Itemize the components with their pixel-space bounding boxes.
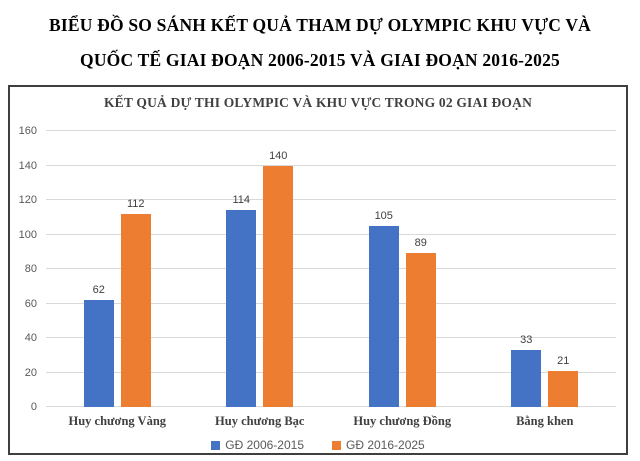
y-tick-label: 120 — [18, 194, 37, 206]
bar-group: 33 21 — [474, 131, 617, 407]
gridline — [46, 406, 616, 407]
legend: GĐ 2006-2015 GĐ 2016-2025 — [10, 437, 626, 453]
bar-series-1: 140 — [263, 150, 294, 407]
legend-swatch — [211, 440, 221, 450]
gridline — [46, 233, 616, 235]
bar-value-label: 114 — [232, 194, 251, 207]
page-title: BIỂU ĐỒ SO SÁNH KẾT QUẢ THAM DỰ OLYMPIC … — [0, 0, 640, 78]
bar-value-label: 105 — [374, 209, 393, 222]
y-tick-label: 160 — [18, 125, 37, 137]
bar-series-1: 21 — [548, 355, 579, 407]
bar-value-label: 62 — [92, 284, 105, 297]
x-category-label: Bằng khen — [516, 414, 574, 428]
page-title-line-1: BIỂU ĐỒ SO SÁNH KẾT QUẢ THAM DỰ OLYMPIC … — [48, 15, 592, 35]
legend-label: GĐ 2016-2025 — [346, 438, 425, 452]
gridline — [46, 337, 616, 338]
y-tick-label: 80 — [24, 263, 37, 275]
gridline — [46, 130, 616, 131]
chart-title: KẾT QUẢ DỰ THI OLYMPIC VÀ KHU VỰC TRONG … — [103, 95, 533, 110]
plot-area: 62 112 114 140 105 89 33 21 — [46, 130, 617, 407]
gridline — [46, 199, 616, 200]
bar-value-label: 33 — [520, 334, 533, 347]
x-category-label: Huy chương Đồng — [353, 414, 452, 428]
x-category-label: Huy chương Vàng — [68, 414, 167, 428]
bar-series-0: 105 — [368, 210, 399, 407]
legend-item: GĐ 2016-2025 — [332, 438, 425, 452]
bar-series-0: 114 — [226, 194, 257, 407]
y-tick-label: 40 — [24, 332, 37, 344]
legend-item: GĐ 2006-2015 — [211, 438, 304, 452]
bar-group: 62 112 — [46, 131, 189, 407]
y-tick-label: 140 — [18, 159, 37, 172]
bar-value-label: 112 — [126, 197, 145, 210]
gridline — [46, 268, 616, 269]
bar-group: 105 89 — [331, 131, 474, 407]
bar-value-label: 140 — [269, 149, 288, 162]
bar-series-0: 33 — [511, 334, 542, 407]
y-tick-label: 0 — [30, 401, 37, 413]
page-title-line-2: QUỐC TẾ GIAI ĐOẠN 2006-2015 VÀ GIAI ĐOẠN… — [80, 50, 560, 70]
bar-group: 114 140 — [189, 131, 332, 407]
gridline — [46, 371, 616, 373]
y-tick-label: 20 — [24, 366, 37, 379]
gridline — [46, 302, 616, 304]
legend-swatch — [332, 440, 341, 450]
bar-value-label: 89 — [414, 237, 427, 250]
y-axis: 0 20 40 60 80 100 120 140 160 — [10, 125, 46, 413]
gridline — [46, 164, 616, 166]
legend-label: GĐ 2006-2015 — [225, 438, 304, 452]
chart-frame: KẾT QUẢ DỰ THI OLYMPIC VÀ KHU VỰC TRONG … — [8, 85, 628, 455]
bar-value-label: 21 — [557, 354, 570, 367]
y-tick-label: 100 — [18, 228, 37, 241]
y-tick-label: 60 — [24, 297, 37, 310]
bar-series-1: 89 — [405, 237, 436, 407]
bar-series-0: 62 — [83, 284, 114, 407]
bar-series-1: 112 — [120, 198, 151, 407]
x-axis: Huy chương Vàng Huy chương Bạc Huy chương … — [46, 407, 616, 437]
x-category-label: Huy chương Bạc — [215, 414, 305, 428]
plot-row: 0 20 40 60 80 100 120 140 160 62 112 114 140 105 89 33… — [10, 125, 617, 413]
